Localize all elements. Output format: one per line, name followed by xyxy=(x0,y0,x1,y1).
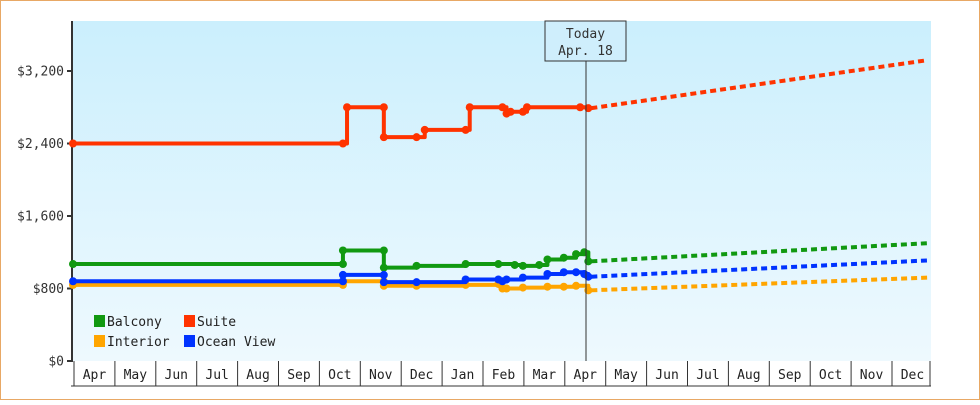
legend-swatch xyxy=(94,315,105,327)
x-month-label: Jul xyxy=(205,368,228,383)
y-tick-label: $3,200 xyxy=(17,65,64,80)
data-point[interactable] xyxy=(379,246,388,255)
x-month-label: Nov xyxy=(369,368,393,383)
forecast-line xyxy=(591,258,928,279)
today-marker: Today Apr. 18 xyxy=(544,20,627,361)
data-point[interactable] xyxy=(338,139,347,148)
x-month-label: Dec xyxy=(901,368,924,383)
data-point[interactable] xyxy=(338,260,347,269)
data-point[interactable] xyxy=(502,275,511,284)
y-tick-label: $2,400 xyxy=(17,137,64,152)
x-month-label: Oct xyxy=(819,368,842,383)
x-axis: Apr May Jun Jul Aug Sep Oct Nov Dec Jan Feb Mar Apr M… xyxy=(71,361,931,387)
data-point[interactable] xyxy=(535,260,544,269)
data-point[interactable] xyxy=(338,270,347,279)
data-point[interactable] xyxy=(461,125,470,134)
x-month-label: May xyxy=(124,368,148,383)
data-point[interactable] xyxy=(379,133,388,142)
x-month-label: Jan xyxy=(451,368,474,383)
data-point[interactable] xyxy=(494,260,503,269)
data-point[interactable] xyxy=(338,277,347,286)
x-month-label: Sep xyxy=(287,368,311,383)
data-point[interactable] xyxy=(510,260,519,269)
legend-label: Interior xyxy=(107,335,170,350)
forecast-line xyxy=(591,58,929,111)
today-label: Today xyxy=(566,27,605,42)
data-point[interactable] xyxy=(379,103,388,112)
data-point[interactable] xyxy=(498,103,507,112)
data-point[interactable] xyxy=(412,261,421,270)
y-tick-label: $800 xyxy=(33,282,64,297)
x-month-label: May xyxy=(614,368,638,383)
legend-item-interior[interactable]: Interior xyxy=(94,335,170,350)
data-point[interactable] xyxy=(572,281,581,290)
legend-label: Suite xyxy=(197,315,236,330)
forecast-line xyxy=(591,241,928,264)
data-point[interactable] xyxy=(572,250,581,259)
data-point[interactable] xyxy=(502,284,511,293)
data-point[interactable] xyxy=(518,273,527,282)
data-point[interactable] xyxy=(412,133,421,142)
x-month-label: Dec xyxy=(410,368,433,383)
y-tick-label: $1,600 xyxy=(17,210,64,225)
data-point[interactable] xyxy=(69,139,77,148)
data-point[interactable] xyxy=(420,125,429,134)
plot-area xyxy=(73,21,931,361)
x-month-label: Jul xyxy=(696,368,719,383)
today-label-box xyxy=(544,20,627,62)
x-month-label: Aug xyxy=(246,368,269,383)
data-point[interactable] xyxy=(559,253,568,262)
data-point[interactable] xyxy=(576,103,585,112)
data-point[interactable] xyxy=(69,260,77,269)
data-point[interactable] xyxy=(559,282,568,291)
data-point[interactable] xyxy=(543,282,552,291)
data-point[interactable] xyxy=(343,103,352,112)
y-tick-label: $0 xyxy=(48,355,64,370)
data-point[interactable] xyxy=(518,261,527,270)
data-point[interactable] xyxy=(461,260,470,269)
legend-swatch xyxy=(184,315,195,327)
x-month-label: Apr xyxy=(83,368,107,383)
x-month-label: Oct xyxy=(328,368,351,383)
data-point[interactable] xyxy=(69,277,77,286)
data-point[interactable] xyxy=(338,246,347,255)
legend-item-balcony[interactable]: Balcony xyxy=(94,315,162,330)
legend-label: Ocean View xyxy=(197,335,275,350)
x-month-label: Aug xyxy=(737,368,760,383)
x-month-label: Jun xyxy=(165,368,188,383)
x-month-label: Sep xyxy=(778,368,802,383)
legend-item-suite[interactable]: Suite xyxy=(184,315,236,330)
data-point[interactable] xyxy=(522,103,531,112)
x-month-label: Jun xyxy=(655,368,678,383)
legend-item-ocean-view[interactable]: Ocean View xyxy=(184,335,275,350)
today-date: Apr. 18 xyxy=(558,44,613,59)
data-point[interactable] xyxy=(412,278,421,287)
x-month-label: Nov xyxy=(860,368,884,383)
data-point[interactable] xyxy=(379,278,388,287)
data-point[interactable] xyxy=(559,268,568,277)
data-point[interactable] xyxy=(379,263,388,272)
data-point[interactable] xyxy=(379,270,388,279)
data-point[interactable] xyxy=(543,255,552,264)
data-point[interactable] xyxy=(518,283,527,292)
legend-swatch xyxy=(94,335,105,347)
legend-swatch xyxy=(184,335,195,347)
forecast-line xyxy=(591,275,928,293)
data-point[interactable] xyxy=(465,103,474,112)
data-point[interactable] xyxy=(572,268,581,277)
x-month-label: Apr xyxy=(574,368,598,383)
data-point[interactable] xyxy=(580,248,589,257)
legend: Balcony Suite Interior Ocean View xyxy=(94,315,275,350)
legend-label: Balcony xyxy=(107,315,162,330)
x-month-label: Mar xyxy=(533,368,557,383)
x-month-label: Feb xyxy=(492,368,516,383)
data-point[interactable] xyxy=(506,107,515,116)
data-point[interactable] xyxy=(543,270,552,278)
y-axis: $0 $800 $1,600 $2,400 $3,200 xyxy=(17,21,73,370)
series-balcony xyxy=(69,241,928,272)
data-point[interactable] xyxy=(461,275,470,284)
